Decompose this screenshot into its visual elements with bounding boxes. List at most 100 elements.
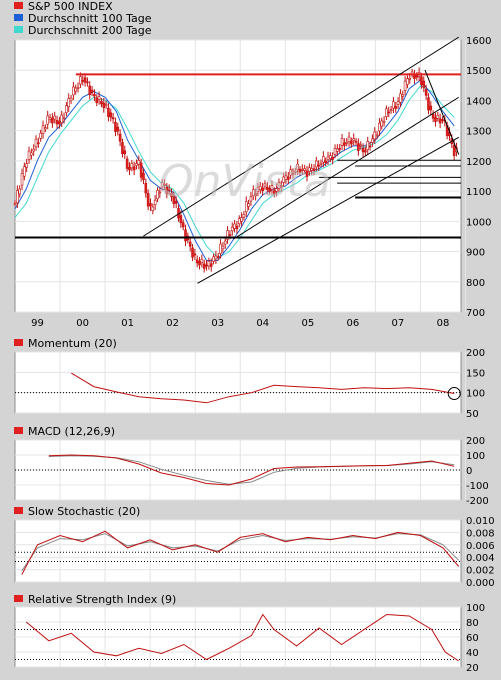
y-tick-label: 800 [466, 278, 485, 289]
candle-body [88, 85, 92, 95]
candle-body [387, 111, 391, 114]
candle-body [226, 230, 229, 240]
y-tick-label: 200 [466, 348, 485, 359]
x-tick-label: 04 [256, 318, 269, 329]
highlight-circle [447, 386, 461, 400]
candle-body [16, 190, 19, 204]
candle-body [205, 264, 208, 267]
candle-body [114, 122, 117, 132]
candle-body [195, 259, 199, 264]
candle-body [319, 162, 323, 165]
candle-body [420, 76, 423, 85]
legend-label: S&P 500 INDEX [28, 0, 113, 13]
y-tick-label: 1400 [466, 96, 491, 107]
x-tick-label: 05 [301, 318, 314, 329]
candle-body [247, 203, 250, 207]
trend-line [424, 69, 460, 155]
candle-body [429, 105, 433, 111]
candle-body [156, 190, 159, 200]
candle-body [116, 126, 120, 132]
y-tick-label: 0.010 [466, 516, 495, 527]
candle-body [326, 156, 330, 161]
y-tick-label: 1000 [466, 217, 491, 228]
candle-body [44, 127, 47, 130]
candle-body [301, 169, 304, 171]
y-tick-label: 1200 [466, 157, 491, 168]
candle-body [79, 76, 82, 85]
candle-body [347, 136, 351, 143]
candle-body [415, 75, 419, 78]
candle-body [237, 218, 241, 224]
candle-body [160, 182, 164, 188]
candle-body [371, 138, 374, 143]
candle-body [41, 125, 45, 134]
channel-line [143, 36, 460, 237]
candle-body [93, 93, 96, 97]
candle-body [170, 192, 173, 198]
candle-body [296, 163, 299, 171]
candle-body [58, 121, 61, 125]
panel-title-swatch [14, 339, 23, 346]
candle-body [191, 247, 194, 258]
x-tick-label: 03 [211, 318, 224, 329]
x-tick-label: 06 [347, 318, 360, 329]
candle-body [413, 74, 416, 79]
candle-body [256, 187, 260, 192]
panel-title: Relative Strength Index (9) [28, 593, 176, 606]
candle-body [181, 222, 185, 228]
candle-body [336, 148, 339, 152]
panel-3: MACD (12,26,9) 200 100 0 -100 -200 [14, 425, 489, 507]
candle-body [422, 80, 426, 88]
candle-body [382, 120, 386, 123]
x-tick-label: 00 [76, 318, 89, 329]
y-tick-label: 100 [466, 603, 485, 614]
candle-body [244, 201, 248, 213]
candle-body [123, 150, 127, 155]
y-tick-label: 50 [466, 409, 479, 420]
candle-body [303, 168, 306, 171]
candle-body [357, 143, 360, 151]
candle-body [452, 144, 456, 156]
candle-body [90, 89, 94, 93]
candle-body [272, 190, 276, 195]
candle-body [193, 253, 197, 256]
candle-body [436, 115, 440, 119]
candle-body [97, 96, 101, 100]
candle-body [121, 142, 124, 154]
candle-body [265, 186, 269, 190]
x-tick-label: 07 [392, 318, 405, 329]
candle-body [366, 141, 370, 150]
candle-body [39, 132, 42, 139]
y-tick-label: 1300 [466, 127, 491, 138]
candle-body [294, 171, 297, 173]
candle-body [23, 166, 26, 177]
candle-body [69, 97, 73, 102]
indicator-line [71, 372, 455, 404]
y-tick-label: 20 [466, 663, 479, 674]
candle-body [25, 163, 28, 168]
y-tick-label: 40 [466, 648, 479, 659]
candle-body [289, 169, 292, 176]
candle-body [27, 150, 31, 160]
y-tick-label: 0.000 [466, 578, 495, 589]
candle-body [389, 109, 393, 112]
candle-body [279, 185, 283, 188]
candle-body [343, 142, 346, 146]
candle-body [207, 260, 211, 267]
candle-body [81, 80, 85, 82]
y-tick-label: 1100 [466, 187, 491, 198]
candle-body [352, 138, 356, 141]
candle-body [228, 234, 232, 236]
candle-body [174, 200, 178, 204]
panel-title: MACD (12,26,9) [28, 425, 115, 438]
candle-body [282, 176, 285, 183]
candle-body [263, 183, 267, 187]
watermark: OnVista [159, 156, 331, 207]
candle-body [55, 120, 59, 125]
channel-line [197, 136, 459, 284]
y-tick-label: 0.004 [466, 553, 495, 564]
candle-body [287, 176, 290, 180]
y-tick-label: 0.006 [466, 541, 495, 552]
candle-body [438, 118, 442, 124]
candle-body [109, 112, 113, 118]
